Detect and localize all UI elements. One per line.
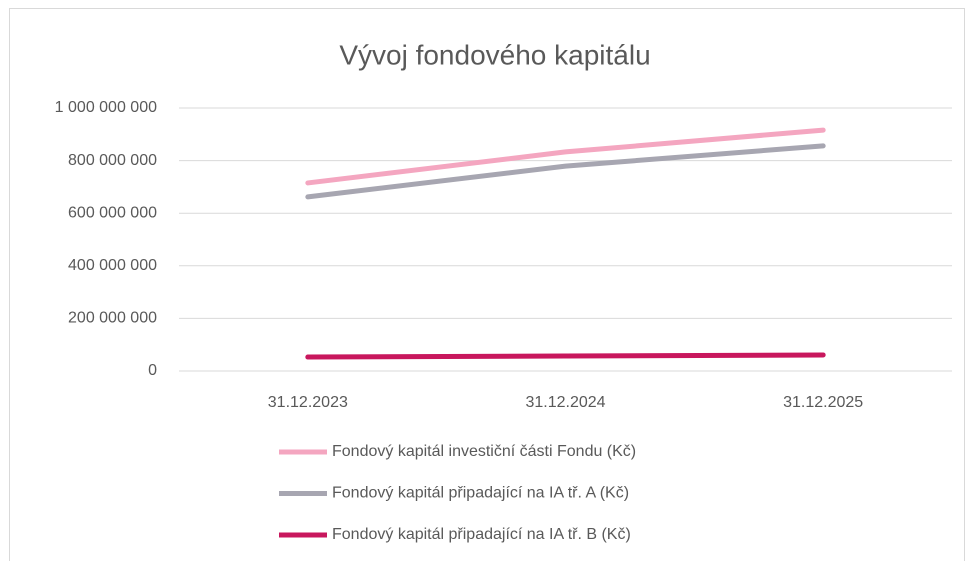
series-line <box>305 352 826 360</box>
y-tick-label: 800 000 000 <box>68 152 157 169</box>
y-tick-label: 600 000 000 <box>68 204 157 221</box>
series-line <box>305 127 826 186</box>
y-tick-label: 1 000 000 000 <box>55 99 157 116</box>
series-line <box>305 143 826 200</box>
x-tick-label: 31.12.2024 <box>525 394 605 411</box>
chart-frame <box>9 8 965 561</box>
chart-title: Vývoj fondového kapitálu <box>339 39 650 70</box>
y-tick-label: 200 000 000 <box>68 310 157 327</box>
legend-label: Fondový kapitál připadající na IA tř. B … <box>332 526 631 543</box>
y-tick-label: 0 <box>148 362 157 379</box>
legend-label: Fondový kapitál investiční části Fondu (… <box>332 443 636 460</box>
y-tick-label: 400 000 000 <box>68 257 157 274</box>
x-tick-label: 31.12.2025 <box>783 394 863 411</box>
x-tick-label: 31.12.2023 <box>268 394 348 411</box>
legend-label: Fondový kapitál připadající na IA tř. A … <box>332 485 629 502</box>
